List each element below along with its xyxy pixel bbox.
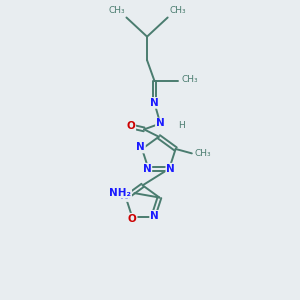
Text: CH₃: CH₃ [195,149,212,158]
Text: CH₃: CH₃ [182,75,198,84]
Text: N: N [142,164,152,174]
Text: N: N [120,191,129,201]
Text: O: O [128,214,136,224]
Text: N: N [166,164,175,174]
Text: CH₃: CH₃ [169,6,186,15]
Text: CH₃: CH₃ [108,6,125,15]
Text: N: N [150,211,159,221]
Text: H: H [178,122,185,130]
Text: O: O [127,122,135,131]
Text: N: N [136,142,145,152]
Text: N: N [156,118,165,128]
Text: N: N [150,98,159,108]
Text: NH₂: NH₂ [110,188,131,198]
